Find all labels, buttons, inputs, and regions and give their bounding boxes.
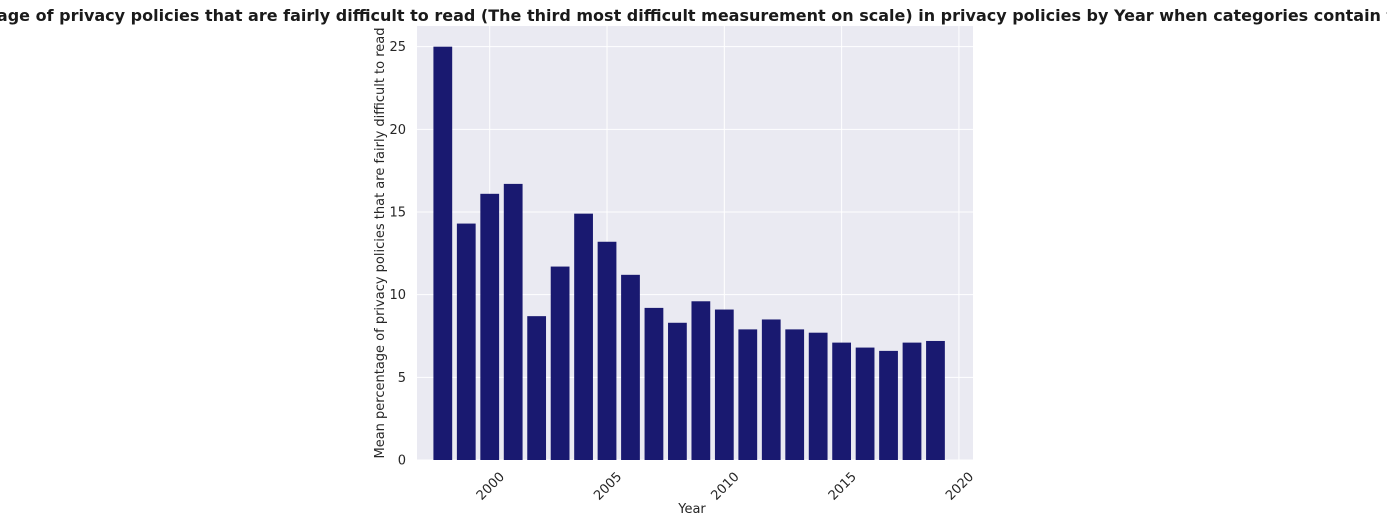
- y-tick-label: 10: [389, 288, 406, 303]
- bar-2002: [527, 316, 547, 460]
- y-tick-label: 5: [398, 371, 406, 386]
- bar-2009: [691, 301, 711, 460]
- bar-2008: [668, 322, 687, 460]
- bar-2018: [902, 342, 922, 460]
- x-tick-label: 2000: [474, 470, 508, 504]
- bar-2006: [621, 274, 640, 460]
- bar-2011: [738, 329, 758, 460]
- bar-2004: [574, 213, 593, 460]
- bar-2016: [855, 347, 875, 460]
- x-tick-label: 2010: [708, 470, 742, 504]
- x-tick-label: 2005: [591, 470, 625, 504]
- bar-1998: [433, 46, 453, 461]
- x-tick-label: 2020: [943, 470, 977, 504]
- chart-title: Mean percentage of privacy policies that…: [0, 6, 1387, 25]
- bar-series: [433, 46, 945, 461]
- bar-2000: [480, 193, 500, 460]
- y-tick-label: 0: [398, 454, 406, 469]
- bar-2014: [808, 332, 828, 460]
- bar-2005: [597, 241, 617, 460]
- bar-2003: [550, 266, 570, 460]
- y-tick-label: 20: [389, 123, 406, 138]
- bar-2001: [503, 183, 523, 461]
- x-tick-label: 2015: [826, 470, 860, 504]
- bar-2012: [761, 319, 781, 460]
- x-axis-label: Year: [677, 502, 706, 517]
- bar-2019: [926, 340, 945, 460]
- y-tick-label: 15: [389, 206, 406, 221]
- bar-1999: [456, 223, 476, 460]
- bar-2007: [644, 307, 664, 460]
- y-axis-label: Mean percentage of privacy policies that…: [373, 27, 388, 458]
- bar-2013: [785, 329, 805, 460]
- bar-2010: [714, 309, 734, 460]
- bar-2017: [879, 350, 898, 460]
- bar-2015: [832, 342, 852, 460]
- y-tick-label: 25: [389, 40, 406, 55]
